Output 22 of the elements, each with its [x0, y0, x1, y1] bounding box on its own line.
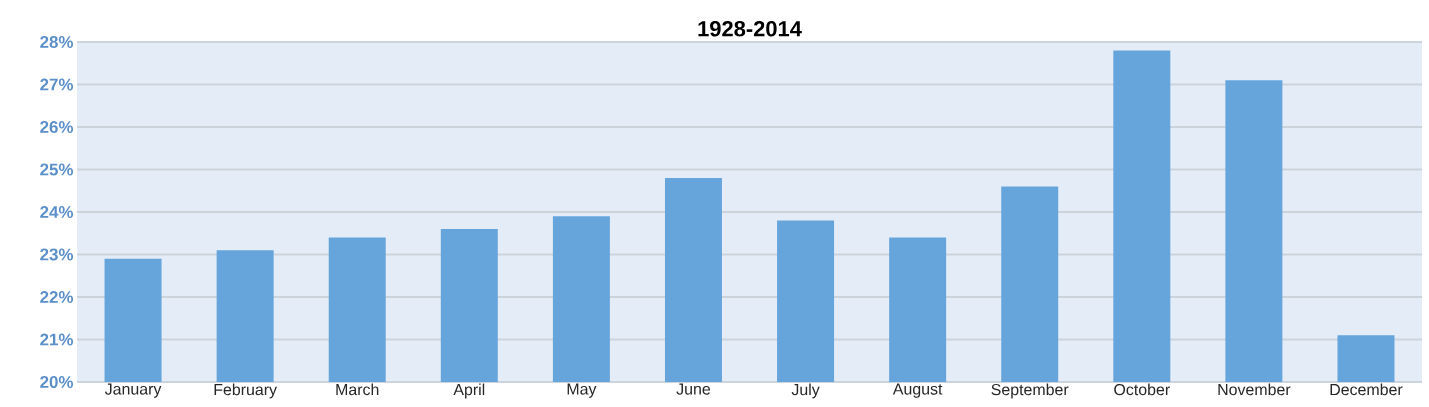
chart-title: 1928-2014	[698, 20, 802, 37]
y-tick-label: 28%	[40, 36, 74, 48]
x-tick-label: July	[791, 383, 820, 399]
x-tick-label: January	[104, 383, 162, 398]
y-tick-label: 25%	[40, 163, 74, 176]
x-tick-label: June	[676, 383, 711, 395]
y-tick-label: 27%	[40, 78, 74, 91]
x-tick-label: March	[336, 383, 379, 396]
y-tick-label: 21%	[40, 333, 74, 346]
x-tick-label: May	[567, 383, 597, 398]
x-tick-label: April	[453, 383, 485, 399]
y-tick-label: 20%	[40, 376, 74, 388]
y-tick-label: 23%	[40, 248, 74, 261]
x-tick-label: February	[214, 383, 277, 399]
y-tick-label: 22%	[40, 291, 74, 303]
x-tick-label: December	[1330, 383, 1403, 396]
x-tick-label: September	[991, 383, 1069, 399]
x-tick-label: August	[892, 383, 943, 398]
y-tick-label: 24%	[40, 206, 74, 218]
x-tick-label: October	[1114, 383, 1170, 396]
y-tick-label: 26%	[40, 121, 74, 133]
x-tick-label: November	[1218, 383, 1291, 396]
